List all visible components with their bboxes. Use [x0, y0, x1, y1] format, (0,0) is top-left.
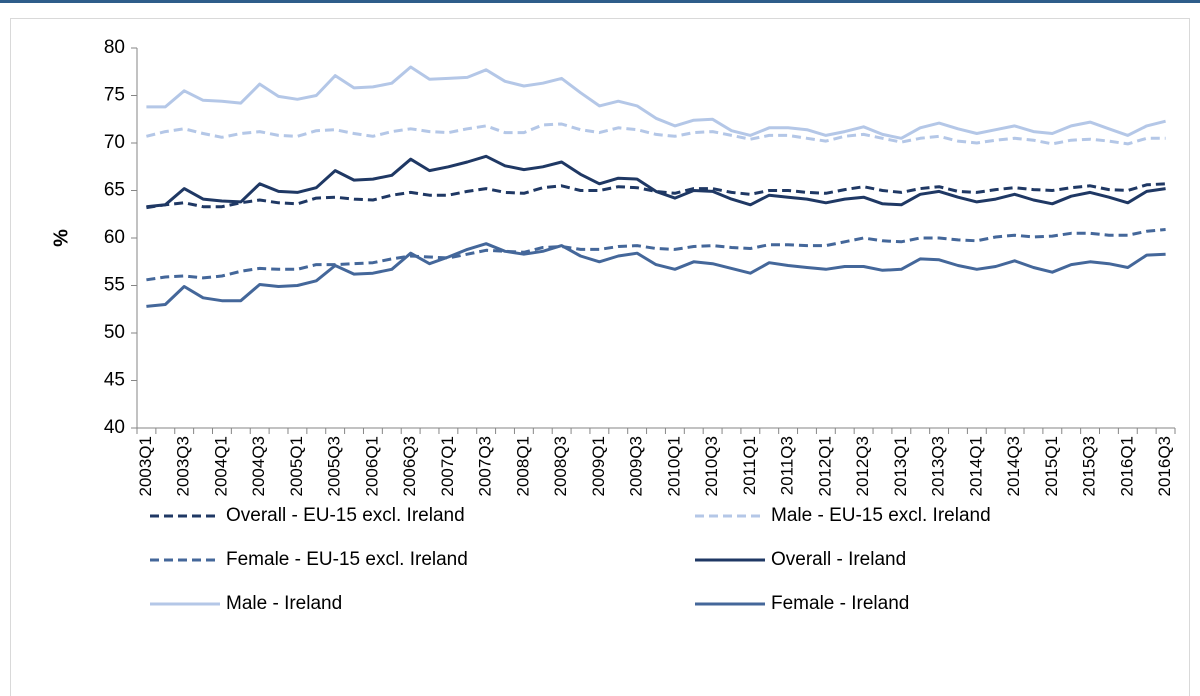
- x-tick-label: 2010Q1: [664, 436, 683, 497]
- x-tick-label: 2005Q1: [287, 436, 306, 497]
- legend-label: Female - Ireland: [771, 593, 909, 614]
- x-tick-label: 2008Q1: [513, 436, 532, 497]
- x-tick-label: 2014Q3: [1004, 436, 1023, 497]
- top-bar: [0, 0, 1200, 3]
- x-tick-label: 2010Q3: [702, 436, 721, 497]
- line-series: [146, 242, 1166, 308]
- legend-label: Female - EU-15 excl. Ireland: [226, 549, 468, 570]
- x-tick-label: 2005Q3: [325, 436, 344, 497]
- x-tick-label: 2006Q1: [362, 436, 381, 497]
- line-series: [146, 154, 1166, 209]
- x-tick-label: 2003Q3: [174, 436, 193, 497]
- x-tick-label: 2013Q1: [891, 436, 910, 497]
- x-tick-label: 2006Q3: [400, 436, 419, 497]
- x-tick-label: 2015Q1: [1042, 436, 1061, 497]
- y-tick-label: 40: [104, 417, 125, 438]
- line-series: [146, 65, 1166, 140]
- x-tick-label: 2007Q1: [438, 436, 457, 497]
- y-tick-label: 75: [104, 85, 125, 106]
- x-tick-label: 2016Q3: [1155, 436, 1174, 497]
- legend-label: Overall - Ireland: [771, 549, 906, 570]
- y-tick-label: 80: [104, 37, 125, 58]
- x-tick-label: 2012Q3: [853, 436, 872, 497]
- line-series: [146, 122, 1166, 146]
- legend-label: Male - EU-15 excl. Ireland: [771, 505, 991, 526]
- y-tick-label: 45: [104, 370, 125, 391]
- x-tick-label: 2003Q1: [136, 436, 155, 497]
- legend-label: Overall - EU-15 excl. Ireland: [226, 505, 465, 526]
- x-tick-label: 2009Q3: [627, 436, 646, 497]
- x-tick-label: 2007Q3: [476, 436, 495, 497]
- y-tick-label: 60: [104, 227, 125, 248]
- x-tick-label: 2011Q3: [778, 436, 797, 495]
- line-series: [146, 182, 1166, 210]
- chart-frame: [10, 18, 1190, 696]
- x-tick-label: 2004Q1: [211, 436, 230, 497]
- x-tick-label: 2004Q3: [249, 436, 268, 497]
- x-tick-label: 2009Q1: [589, 436, 608, 497]
- x-tick-label: 2012Q1: [815, 436, 834, 497]
- y-axis-label: %: [50, 229, 72, 247]
- line-series: [146, 228, 1166, 282]
- y-tick-label: 55: [104, 275, 125, 296]
- x-tick-label: 2016Q1: [1117, 436, 1136, 497]
- x-tick-label: 2008Q3: [551, 436, 570, 497]
- x-tick-label: 2014Q1: [966, 436, 985, 497]
- x-tick-label: 2013Q3: [929, 436, 948, 497]
- x-tick-label: 2011Q1: [740, 436, 759, 495]
- y-tick-label: 70: [104, 132, 125, 153]
- x-tick-label: 2015Q3: [1080, 436, 1099, 497]
- legend-label: Male - Ireland: [226, 593, 342, 614]
- y-tick-label: 65: [104, 180, 125, 201]
- y-tick-label: 50: [104, 322, 125, 343]
